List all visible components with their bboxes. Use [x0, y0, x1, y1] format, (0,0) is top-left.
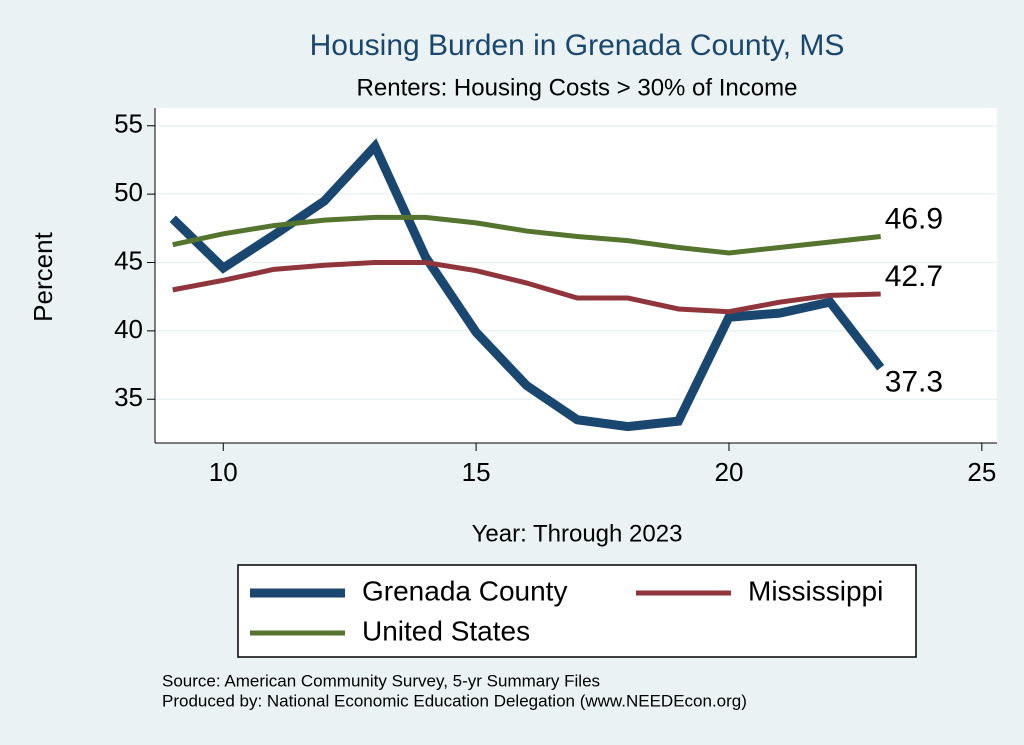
source-note: Produced by: National Economic Education… [162, 691, 747, 710]
y-tick-label: 50 [114, 177, 143, 207]
y-tick-label: 35 [114, 382, 143, 412]
plot-area [155, 108, 997, 443]
x-axis-title: Year: Through 2023 [472, 520, 683, 547]
chart-subtitle: Renters: Housing Costs > 30% of Income [357, 74, 798, 101]
end-label: 46.9 [885, 202, 943, 235]
y-axis-title: Percent [28, 231, 58, 321]
legend-label: United States [362, 615, 530, 646]
x-tick-label: 10 [209, 457, 238, 487]
legend-label: Mississippi [748, 575, 883, 606]
source-note: Source: American Community Survey, 5-yr … [162, 671, 600, 690]
end-label: 37.3 [885, 366, 943, 399]
series-line [172, 260, 881, 315]
end-label: 42.7 [885, 260, 943, 293]
y-tick-label: 40 [114, 314, 143, 344]
legend [237, 564, 917, 658]
x-tick-label: 15 [462, 457, 491, 487]
x-tick-label: 20 [715, 457, 744, 487]
chart-title: Housing Burden in Grenada County, MS [310, 29, 845, 62]
series-line [172, 214, 881, 256]
x-tick-label: 25 [967, 457, 996, 487]
y-tick-label: 45 [114, 245, 143, 275]
legend-label: Grenada County [362, 575, 567, 606]
y-tick-label: 55 [114, 109, 143, 139]
